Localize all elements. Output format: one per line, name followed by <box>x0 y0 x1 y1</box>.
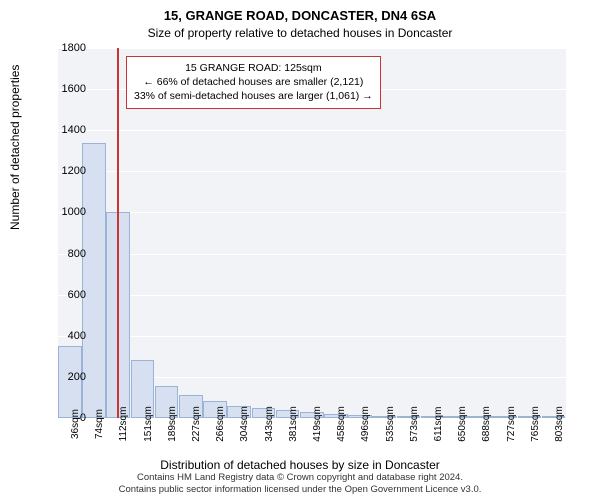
x-axis-label: Distribution of detached houses by size … <box>0 458 600 472</box>
histogram-plot: 15 GRANGE ROAD: 125sqm← 66% of detached … <box>58 48 566 418</box>
x-tick-label: 36sqm <box>70 409 81 439</box>
footer-line-1: Contains HM Land Registry data © Crown c… <box>0 472 600 484</box>
y-tick-label: 1200 <box>46 165 86 177</box>
annotation-line: ← 66% of detached houses are smaller (2,… <box>134 75 373 89</box>
x-tick-label: 611sqm <box>433 407 444 442</box>
y-tick-label: 400 <box>46 330 86 342</box>
x-tick-label: 151sqm <box>143 406 154 442</box>
x-tick-label: 304sqm <box>239 406 250 442</box>
gridline <box>58 171 566 172</box>
y-tick-label: 200 <box>46 371 86 383</box>
gridline <box>58 295 566 296</box>
x-tick-label: 650sqm <box>457 406 468 442</box>
y-tick-label: 800 <box>46 248 86 260</box>
gridline <box>58 254 566 255</box>
x-tick-label: 189sqm <box>167 406 178 442</box>
property-annotation: 15 GRANGE ROAD: 125sqm← 66% of detached … <box>126 56 381 109</box>
gridline <box>58 336 566 337</box>
x-tick-label: 688sqm <box>481 406 492 442</box>
x-tick-label: 458sqm <box>336 406 347 442</box>
x-tick-label: 535sqm <box>385 406 396 442</box>
x-tick-label: 227sqm <box>191 406 202 442</box>
x-tick-label: 727sqm <box>506 406 517 442</box>
x-tick-label: 419sqm <box>312 406 323 442</box>
x-tick-label: 803sqm <box>554 406 565 442</box>
footer-line-2: Contains public sector information licen… <box>0 484 600 496</box>
y-tick-label: 1600 <box>46 83 86 95</box>
x-tick-label: 266sqm <box>215 406 226 442</box>
y-tick-label: 600 <box>46 289 86 301</box>
page-subtitle: Size of property relative to detached ho… <box>0 23 600 46</box>
x-tick-label: 343sqm <box>264 406 275 442</box>
y-tick-label: 1000 <box>46 206 86 218</box>
page-title: 15, GRANGE ROAD, DONCASTER, DN4 6SA <box>0 0 600 23</box>
annotation-line: 15 GRANGE ROAD: 125sqm <box>134 61 373 75</box>
chart-area: 15 GRANGE ROAD: 125sqm← 66% of detached … <box>58 48 566 418</box>
gridline <box>58 212 566 213</box>
x-tick-label: 573sqm <box>409 406 420 442</box>
x-tick-label: 112sqm <box>118 407 129 442</box>
x-tick-label: 496sqm <box>360 406 371 442</box>
property-marker-line <box>117 48 119 418</box>
x-tick-label: 74sqm <box>94 409 105 439</box>
gridline <box>58 48 566 49</box>
annotation-line: 33% of semi-detached houses are larger (… <box>134 89 373 103</box>
x-tick-label: 765sqm <box>530 406 541 442</box>
y-tick-label: 1800 <box>46 42 86 54</box>
x-tick-label: 381sqm <box>288 406 299 442</box>
y-axis-label: Number of detached properties <box>8 65 22 230</box>
footer-text: Contains HM Land Registry data © Crown c… <box>0 472 600 496</box>
gridline <box>58 130 566 131</box>
y-tick-label: 1400 <box>46 124 86 136</box>
